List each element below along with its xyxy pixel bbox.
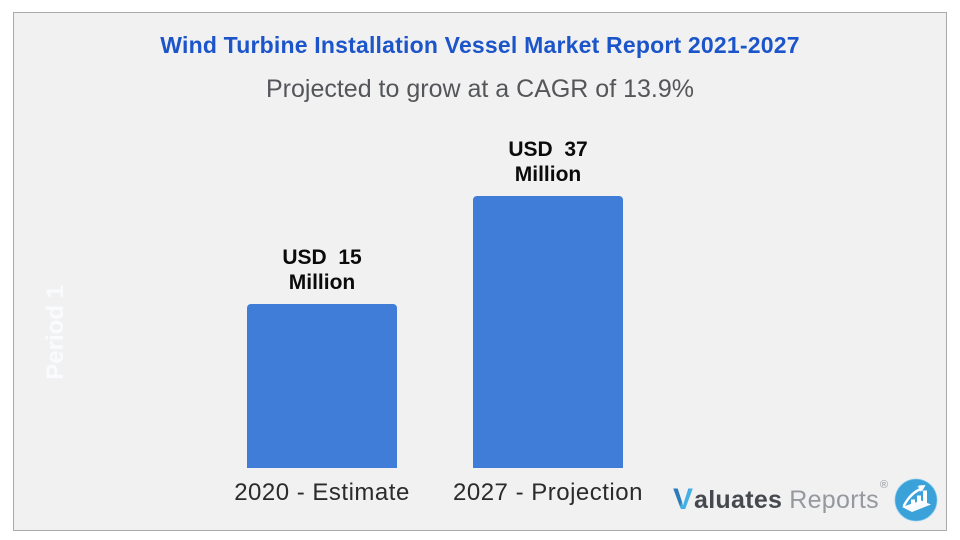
chart-panel: Wind Turbine Installation Vessel Market … [13, 12, 947, 531]
bar-column-2027: USD 37 Million 2027 - Projection [453, 138, 642, 506]
registered-trademark: ® [879, 479, 888, 491]
valuates-reports-logo: V aluates Reports ® [673, 478, 938, 522]
value-line-amount: USD 37 [508, 138, 588, 161]
bar-value-label-2027: USD 37 Million [428, 137, 668, 187]
bar-column-2020: USD 15 Million 2020 - Estimate [234, 246, 409, 506]
value-line-unit: Million [514, 163, 582, 186]
category-label-2027: 2027 - Projection [453, 479, 643, 506]
category-label-2020: 2020 - Estimate [234, 479, 410, 506]
value-line-unit: Million [288, 271, 356, 294]
bar-value-label-2020: USD 15 Million [202, 245, 442, 295]
report-title: Wind Turbine Installation Vessel Market … [160, 32, 800, 58]
bar-2027-projection [473, 196, 623, 468]
logo-letter-v: V [672, 483, 693, 516]
bar-chart: USD 15 Million 2020 - Estimate USD 37 Mi… [14, 13, 946, 530]
value-line-amount: USD 15 [282, 246, 362, 269]
logo-brand-text: aluates [693, 485, 783, 514]
bar-chart-growth-icon [894, 478, 938, 522]
bar-2020-estimate [247, 304, 397, 468]
report-subtitle: Projected to grow at a CAGR of 13.9% [266, 75, 694, 103]
logo-product-text: Reports [789, 485, 879, 514]
